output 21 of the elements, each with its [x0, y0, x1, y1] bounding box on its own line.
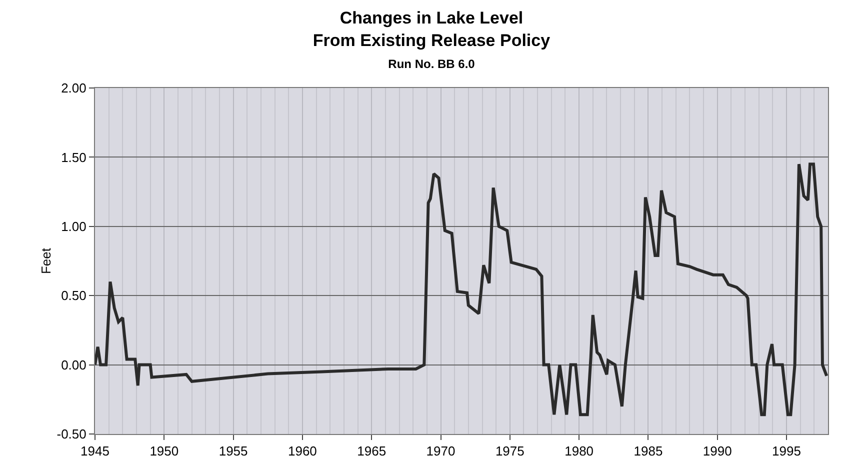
- y-tick-label: 0.00: [61, 357, 86, 372]
- y-axis-title: Feet: [38, 248, 54, 274]
- x-tick-label: 1990: [702, 444, 732, 459]
- line-series: [95, 162, 828, 416]
- x-tick-label: 1975: [495, 444, 524, 459]
- x-tick-label: 1980: [564, 444, 594, 459]
- y-tick-label: 2.00: [61, 80, 86, 96]
- x-tick-label: 1950: [150, 444, 179, 459]
- x-tick-label: 1945: [80, 444, 110, 459]
- x-tick-label: 1985: [634, 444, 663, 459]
- chart-subtitle: Run No. BB 6.0: [388, 56, 476, 71]
- chart-title: Changes in Lake Level From Existing Release Policy: [312, 8, 551, 50]
- x-tick-label: 1960: [288, 444, 317, 459]
- y-tick-label: 1.00: [61, 218, 86, 234]
- y-tick-label: 1.50: [61, 150, 86, 165]
- y-tick-label: 0.50: [61, 288, 86, 304]
- x-tick-label: 1955: [218, 444, 248, 459]
- x-tick-label: 1970: [426, 444, 456, 459]
- x-tick-label: 1995: [772, 444, 801, 459]
- y-tick-label: -0.50: [56, 426, 86, 442]
- x-tick-label: 1965: [357, 444, 386, 459]
